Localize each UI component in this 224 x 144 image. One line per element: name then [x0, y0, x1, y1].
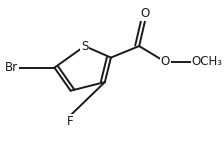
Text: O: O	[161, 55, 170, 68]
Text: O: O	[141, 7, 150, 20]
Text: Br: Br	[5, 61, 18, 74]
Text: S: S	[81, 40, 88, 53]
Text: OCH₃: OCH₃	[192, 55, 223, 68]
Text: F: F	[67, 115, 74, 128]
